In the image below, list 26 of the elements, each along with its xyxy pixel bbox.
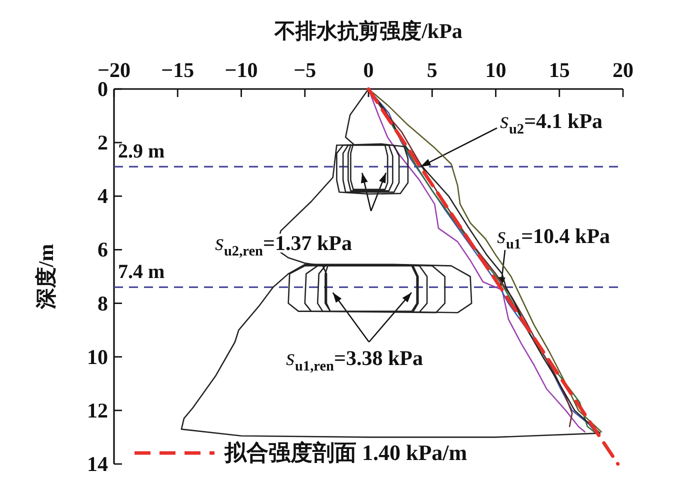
x-tick-label: 10	[485, 58, 506, 82]
x-tick-label: 0	[363, 58, 374, 82]
x-tick-label: −15	[161, 58, 194, 82]
ref-line-label: 7.4 m	[118, 261, 165, 284]
annotation: s$_{u2}$=4.1 kPa	[500, 107, 603, 138]
ref-line-label: 2.9 m	[118, 140, 165, 163]
y-tick-label: 6	[98, 238, 108, 262]
y-tick-label: 4	[98, 184, 108, 208]
y-axis-title: 深度/m	[34, 243, 58, 310]
x-tick-label: −5	[294, 58, 316, 82]
x-tick-label: 15	[548, 58, 570, 82]
legend-label: 拟合强度剖面 1.40 kPa/m	[224, 440, 468, 465]
x-tick-label: 20	[612, 58, 634, 82]
x-tick-label: 5	[426, 58, 438, 82]
y-tick-label: 12	[87, 398, 108, 422]
legend: 拟合强度剖面 1.40 kPa/m	[134, 440, 468, 465]
x-tick-label: −10	[224, 58, 258, 82]
ref-line: 2.9 m	[114, 140, 623, 168]
y-tick-label: 10	[87, 344, 108, 369]
y-tick-label: 8	[98, 291, 108, 316]
y-tick-label: 14	[87, 452, 108, 476]
annotation: s$_{u1}$=10.4 kPa	[497, 222, 610, 252]
annotation: s$_{u1,ren}$=3.38 kPa	[286, 344, 423, 374]
ref-line: 7.4 m	[114, 261, 623, 288]
x-axis-title: 不排水抗剪强度/kPa	[274, 19, 463, 43]
y-tick-label: 2	[98, 130, 108, 155]
